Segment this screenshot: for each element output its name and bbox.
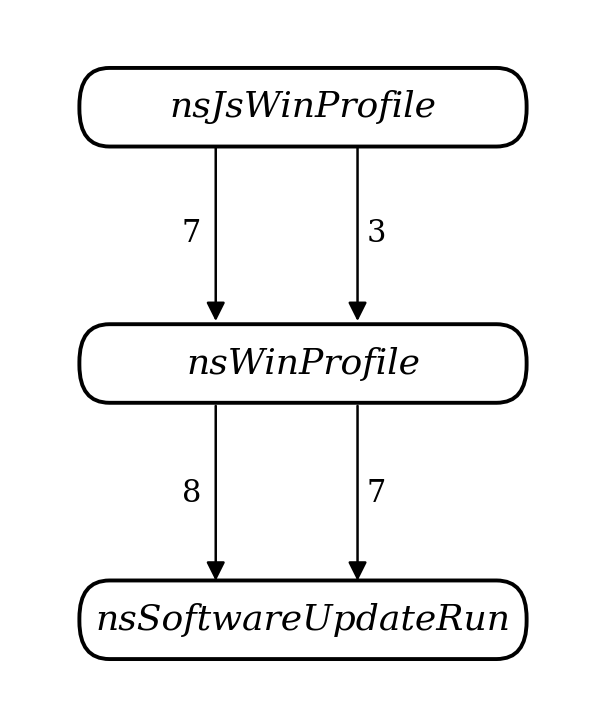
Text: nsWinProfile: nsWinProfile: [186, 347, 420, 380]
Text: 7: 7: [182, 218, 201, 249]
FancyBboxPatch shape: [79, 324, 527, 403]
Text: nsJsWinProfile: nsJsWinProfile: [170, 90, 436, 124]
FancyBboxPatch shape: [79, 580, 527, 659]
FancyBboxPatch shape: [79, 68, 527, 147]
Text: nsSoftwareUpdateRun: nsSoftwareUpdateRun: [96, 603, 510, 637]
Text: 8: 8: [182, 478, 201, 509]
Text: 3: 3: [367, 218, 387, 249]
Text: 7: 7: [367, 478, 386, 509]
